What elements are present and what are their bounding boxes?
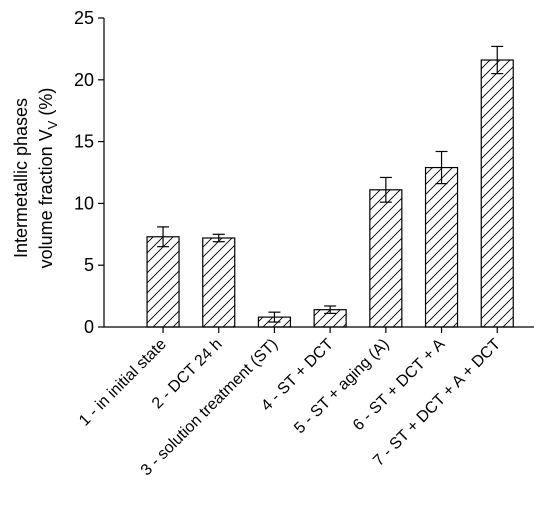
bar-7 <box>480 59 514 328</box>
error-bar-5 <box>379 176 392 203</box>
y-tick-label-2: 10 <box>74 193 94 213</box>
bar-6 <box>424 166 459 328</box>
error-bar-4 <box>324 305 337 315</box>
error-bars <box>157 45 504 323</box>
y-tick-label-4: 20 <box>74 70 94 90</box>
error-bar-3 <box>268 311 281 323</box>
y-tick-label-0: 0 <box>84 317 94 337</box>
error-bar-1 <box>157 226 170 248</box>
bars <box>146 59 514 328</box>
y-axis-ticks: 0 5 10 15 20 25 <box>74 8 104 337</box>
error-bar-2 <box>212 233 225 243</box>
error-bar-7 <box>491 45 504 75</box>
y-axis-label: Intermetallic phases volume fraction VV … <box>11 88 60 269</box>
y-tick-label-5: 25 <box>74 8 94 28</box>
bar-5 <box>369 189 403 328</box>
plot-frame-axes <box>103 18 534 328</box>
bar-1 <box>146 236 180 328</box>
error-bar-6 <box>435 150 448 185</box>
y-tick-label-3: 15 <box>74 132 94 152</box>
bar-2 <box>202 237 236 328</box>
y-tick-label-1: 5 <box>84 255 94 275</box>
y-axis-label-line2: volume fraction VV (%) <box>36 88 60 269</box>
x-category-label-5: 5 - ST + aging (A) <box>291 336 392 437</box>
y-axis-label-line1: Intermetallic phases <box>11 98 31 258</box>
x-category-label-1: 1 - in initial state <box>76 336 170 430</box>
